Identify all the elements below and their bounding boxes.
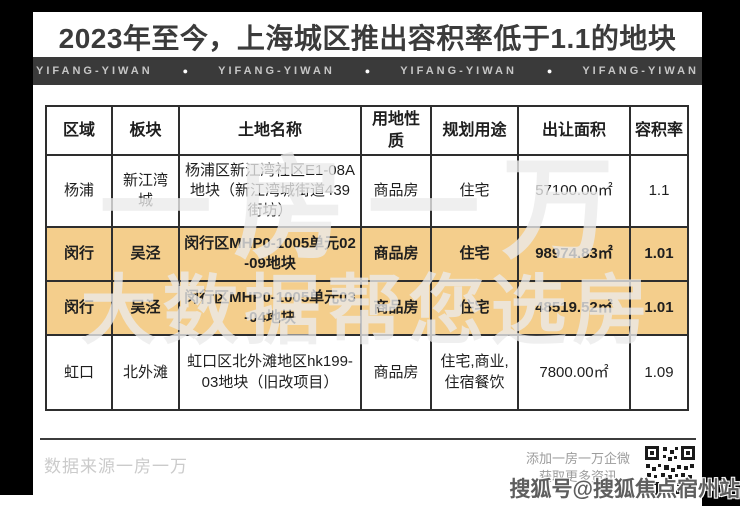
table-cell: 闵行区MHP0-1005单元02-09地块	[178, 226, 362, 283]
brand-banner: YIFANG-YIWAN ● YIFANG-YIWAN ● YIFANG-YIWAN ● Y…	[33, 57, 702, 85]
table-cell: 北外滩	[111, 334, 180, 412]
table-header-row: 区域 板块 土地名称 用地性质 规划用途 出让面积 容积率	[45, 104, 689, 157]
table-cell: 杨浦区新江湾社区E1-08A地块（新江湾城街道439街坊）	[178, 154, 362, 229]
table-cell: 1.01	[629, 226, 689, 283]
column-header: 区域	[45, 104, 113, 157]
table-row: 杨浦 新江湾城 杨浦区新江湾社区E1-08A地块（新江湾城街道439街坊） 商品房 住宅…	[45, 154, 689, 229]
column-header: 出让面积	[517, 104, 631, 157]
qr-caption: 添加一房一万企微 获取更多资讯	[526, 450, 630, 486]
table-cell: 闵行区MHP0-1005单元03-04地块	[178, 280, 362, 337]
table-cell: 48519.52㎡	[517, 280, 631, 337]
column-header: 板块	[111, 104, 180, 157]
land-table-body: 杨浦 新江湾城 杨浦区新江湾社区E1-08A地块（新江湾城街道439街坊） 商品房 住宅…	[45, 154, 689, 412]
qr-caption-line2: 获取更多资讯	[538, 469, 617, 485]
table-cell: 住宅,商业,住宿餐饮	[430, 334, 519, 412]
table-cell: 98974.83㎡	[517, 226, 631, 283]
table-cell: 闵行	[45, 280, 113, 337]
qr-caption-line1: 添加一房一万企微	[525, 451, 630, 466]
dot-separator-icon: ●	[546, 66, 553, 76]
table-cell: 商品房	[360, 280, 432, 337]
column-header: 规划用途	[430, 104, 519, 157]
table-cell: 1.01	[629, 280, 689, 337]
table-cell: 7800.00㎡	[517, 334, 631, 412]
table-row: 闵行 吴泾 闵行区MHP0-1005单元02-09地块 商品房 住宅 98974.83㎡ 1…	[45, 226, 689, 283]
table-cell: 1.09	[629, 334, 689, 412]
dot-separator-icon: ●	[364, 66, 371, 76]
brand-banner-text: YIFANG-YIWAN	[582, 65, 699, 77]
table-cell: 商品房	[360, 226, 432, 283]
brand-banner-text: YIFANG-YIWAN	[400, 65, 517, 77]
table-cell: 住宅	[430, 280, 519, 337]
table-row: 闵行 吴泾 闵行区MHP0-1005单元03-04地块 商品房 住宅 48519.52㎡ 1…	[45, 280, 689, 337]
table-cell: 吴泾	[111, 226, 180, 283]
table-cell: 57100.00㎡	[517, 154, 631, 229]
table-cell: 吴泾	[111, 280, 180, 337]
table-cell: 虹口区北外滩地区hk199-03地块（旧改项目）	[178, 334, 362, 412]
content-card: 2023年至今，上海城区推出容积率低于1.1的地块 YIFANG-YIWAN ● Y…	[33, 12, 740, 506]
column-header: 用地性质	[360, 104, 432, 157]
land-plot-table: 区域 板块 土地名称 用地性质 规划用途 出让面积 容积率 杨浦 新江湾城 杨浦区新江湾社区E1…	[45, 104, 689, 412]
sohu-watermark: 搜狐号@搜狐焦点宿州站	[509, 478, 740, 501]
table-cell: 杨浦	[45, 154, 113, 229]
brand-banner-text: YIFANG-YIWAN	[218, 65, 335, 77]
table-cell: 商品房	[360, 154, 432, 229]
table-cell: 商品房	[360, 334, 432, 412]
table-cell: 住宅	[430, 226, 519, 283]
brand-banner-text: YIFANG-YIWAN	[36, 65, 153, 77]
footer-divider	[40, 438, 696, 440]
dot-separator-icon: ●	[182, 66, 189, 76]
data-source-label: 数据来源一房一万	[44, 457, 188, 476]
table-cell: 虹口	[45, 334, 113, 412]
column-header: 土地名称	[178, 104, 362, 157]
table-cell: 住宅	[430, 154, 519, 229]
table-row: 虹口 北外滩 虹口区北外滩地区hk199-03地块（旧改项目） 商品房 住宅,商业,住宿…	[45, 334, 689, 412]
page-title: 2023年至今，上海城区推出容积率低于1.1的地块	[58, 23, 677, 54]
table-cell: 1.1	[629, 154, 689, 229]
qr-code-image	[644, 445, 696, 497]
qr-code	[644, 445, 696, 497]
column-header: 容积率	[629, 104, 689, 157]
table-cell: 新江湾城	[111, 154, 180, 229]
bottom-left-patch	[0, 495, 33, 506]
table-cell: 闵行	[45, 226, 113, 283]
